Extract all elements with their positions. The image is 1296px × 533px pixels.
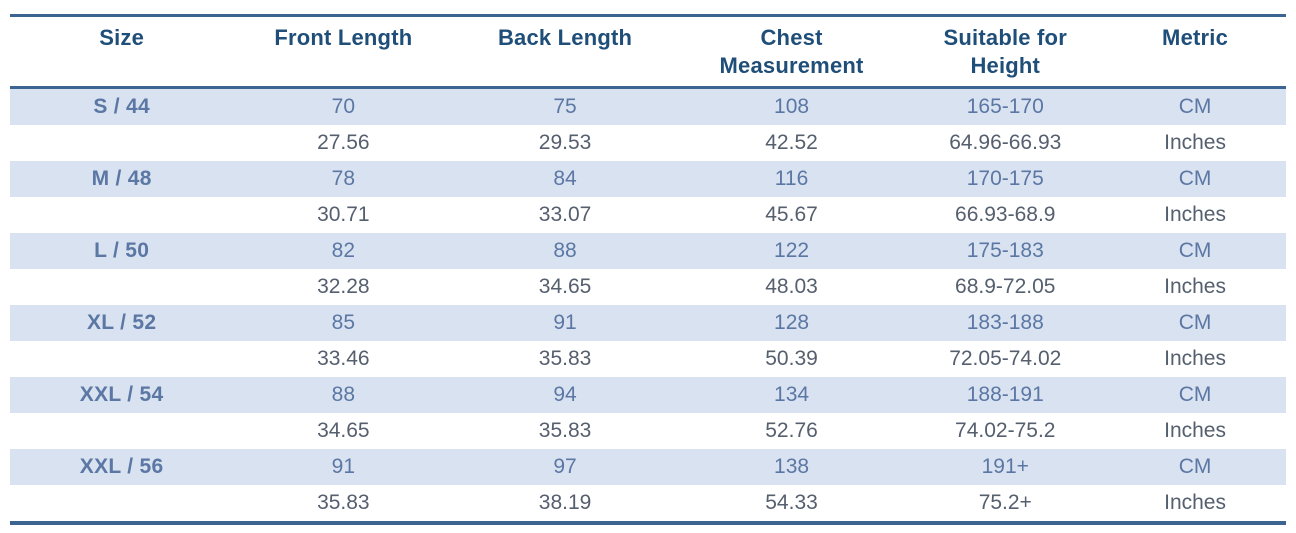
table-row: 35.83 38.19 54.33 75.2+ Inches bbox=[10, 485, 1286, 521]
cell-suitable-height: 191+ bbox=[981, 455, 1029, 478]
table-row: XL / 52 85 91 128 183-188 CM bbox=[10, 305, 1286, 341]
cell-front-length: 85 bbox=[331, 311, 356, 334]
cell-metric: CM bbox=[1178, 383, 1212, 406]
cell-chest-measurement: 48.03 bbox=[765, 275, 818, 298]
cell-metric: Inches bbox=[1164, 419, 1226, 442]
cell-size: XXL / 54 bbox=[79, 383, 164, 406]
cell-chest-measurement: 45.67 bbox=[765, 203, 818, 226]
cell-back-length: 97 bbox=[553, 455, 577, 478]
header-label: Size bbox=[99, 25, 145, 50]
cell-metric: CM bbox=[1178, 167, 1212, 190]
cell-suitable-height: 74.02-75.2 bbox=[955, 419, 1056, 442]
cell-metric: CM bbox=[1178, 95, 1212, 118]
header-label: Back Length bbox=[497, 25, 633, 50]
cell-back-length: 33.07 bbox=[538, 203, 592, 226]
header-cell-chest-measurement: Chest Measurement bbox=[677, 17, 907, 86]
cell-suitable-height: 64.96-66.93 bbox=[949, 131, 1062, 154]
cell-back-length: 35.83 bbox=[538, 347, 592, 370]
cell-back-length: 84 bbox=[553, 167, 577, 190]
cell-chest-measurement: 42.52 bbox=[765, 131, 818, 154]
table-row: 27.56 29.53 42.52 64.96-66.93 Inches bbox=[10, 125, 1286, 161]
cell-suitable-height: 188-191 bbox=[966, 383, 1044, 406]
table-row: 33.46 35.83 50.39 72.05-74.02 Inches bbox=[10, 341, 1286, 377]
cell-size: XXL / 56 bbox=[79, 455, 164, 478]
cell-back-length: 75 bbox=[553, 95, 577, 118]
cell-back-length: 35.83 bbox=[538, 419, 592, 442]
cell-front-length: 34.65 bbox=[317, 419, 370, 442]
cell-front-length: 35.83 bbox=[317, 491, 370, 514]
cell-size: S / 44 bbox=[93, 95, 150, 118]
header-cell-back-length: Back Length bbox=[453, 17, 676, 86]
table-row: L / 50 82 88 122 175-183 CM bbox=[10, 233, 1286, 269]
cell-chest-measurement: 128 bbox=[774, 311, 810, 334]
cell-size: M / 48 bbox=[91, 167, 152, 190]
cell-suitable-height: 170-175 bbox=[966, 167, 1044, 190]
cell-suitable-height: 165-170 bbox=[966, 95, 1044, 118]
cell-metric: Inches bbox=[1164, 203, 1226, 226]
header-label-line2: Height bbox=[970, 53, 1041, 78]
header-cell-metric: Metric bbox=[1104, 17, 1286, 86]
table-row: XXL / 56 91 97 138 191+ CM bbox=[10, 449, 1286, 485]
cell-suitable-height: 68.9-72.05 bbox=[955, 275, 1056, 298]
header-label: Chest bbox=[760, 25, 823, 50]
cell-front-length: 91 bbox=[331, 455, 356, 478]
header-cell-suitable-height: Suitable for Height bbox=[906, 17, 1104, 86]
table-row: 34.65 35.83 52.76 74.02-75.2 Inches bbox=[10, 413, 1286, 449]
cell-size: XL / 52 bbox=[86, 311, 157, 334]
header-label: Front Length bbox=[274, 25, 413, 50]
cell-chest-measurement: 138 bbox=[774, 455, 810, 478]
cell-back-length: 91 bbox=[553, 311, 577, 334]
cell-chest-measurement: 134 bbox=[774, 383, 810, 406]
cell-back-length: 34.65 bbox=[538, 275, 592, 298]
cell-chest-measurement: 116 bbox=[774, 167, 809, 190]
table-row: M / 48 78 84 116 170-175 CM bbox=[10, 161, 1286, 197]
cell-metric: Inches bbox=[1164, 131, 1226, 154]
cell-front-length: 70 bbox=[331, 95, 356, 118]
table-body: S / 44 70 75 108 165-170 CM 27.56 29.53 … bbox=[10, 89, 1286, 521]
cell-front-length: 30.71 bbox=[317, 203, 370, 226]
cell-back-length: 38.19 bbox=[538, 491, 592, 514]
cell-metric: CM bbox=[1178, 455, 1212, 478]
cell-back-length: 29.53 bbox=[538, 131, 592, 154]
cell-back-length: 94 bbox=[553, 383, 577, 406]
header-cell-front-length: Front Length bbox=[233, 17, 453, 86]
table-row: S / 44 70 75 108 165-170 CM bbox=[10, 89, 1286, 125]
cell-suitable-height: 66.93-68.9 bbox=[955, 203, 1056, 226]
table-row: 32.28 34.65 48.03 68.9-72.05 Inches bbox=[10, 269, 1286, 305]
cell-metric: Inches bbox=[1164, 347, 1226, 370]
cell-suitable-height: 72.05-74.02 bbox=[949, 347, 1062, 370]
cell-suitable-height: 183-188 bbox=[966, 311, 1044, 334]
cell-chest-measurement: 50.39 bbox=[765, 347, 818, 370]
cell-chest-measurement: 54.33 bbox=[765, 491, 818, 514]
cell-front-length: 33.46 bbox=[317, 347, 370, 370]
table-row: XXL / 54 88 94 134 188-191 CM bbox=[10, 377, 1286, 413]
cell-chest-measurement: 52.76 bbox=[765, 419, 818, 442]
header-label-line2: Measurement bbox=[719, 53, 864, 78]
cell-chest-measurement: 108 bbox=[774, 95, 810, 118]
cell-chest-measurement: 122 bbox=[774, 239, 810, 262]
header-cell-size: Size bbox=[10, 17, 233, 86]
header-label: Suitable for bbox=[943, 25, 1067, 50]
cell-back-length: 88 bbox=[553, 239, 577, 262]
table-row: 30.71 33.07 45.67 66.93-68.9 Inches bbox=[10, 197, 1286, 233]
table-header: Size Front Length Back Length Chest Meas… bbox=[10, 17, 1286, 89]
cell-front-length: 82 bbox=[331, 239, 356, 262]
cell-metric: Inches bbox=[1164, 491, 1226, 514]
cell-front-length: 78 bbox=[331, 167, 356, 190]
cell-suitable-height: 75.2+ bbox=[978, 491, 1032, 514]
cell-front-length: 27.56 bbox=[317, 131, 370, 154]
cell-metric: CM bbox=[1178, 239, 1212, 262]
cell-metric: Inches bbox=[1164, 275, 1226, 298]
cell-size: L / 50 bbox=[94, 239, 150, 262]
cell-metric: CM bbox=[1178, 311, 1212, 334]
header-label: Metric bbox=[1162, 25, 1229, 50]
cell-front-length: 32.28 bbox=[317, 275, 370, 298]
size-chart-table: Size Front Length Back Length Chest Meas… bbox=[10, 14, 1286, 525]
cell-suitable-height: 175-183 bbox=[966, 239, 1044, 262]
cell-front-length: 88 bbox=[331, 383, 356, 406]
